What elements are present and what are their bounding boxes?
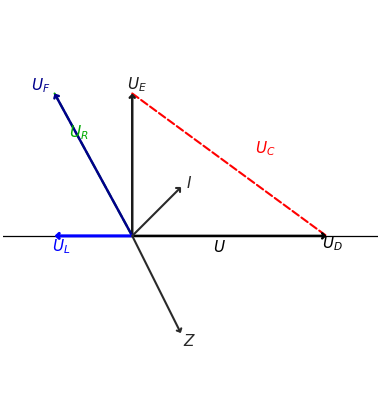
Text: $U_L$: $U_L$ (52, 237, 70, 256)
Text: $I$: $I$ (186, 176, 192, 192)
Text: $U_R$: $U_R$ (69, 123, 89, 142)
Text: $U_F$: $U_F$ (30, 76, 50, 95)
Text: $U_D$: $U_D$ (322, 234, 343, 253)
Text: $U$: $U$ (213, 239, 226, 255)
Text: $U_E$: $U_E$ (128, 76, 147, 94)
Text: $U_C$: $U_C$ (255, 139, 275, 158)
Text: $Z$: $Z$ (183, 333, 196, 349)
